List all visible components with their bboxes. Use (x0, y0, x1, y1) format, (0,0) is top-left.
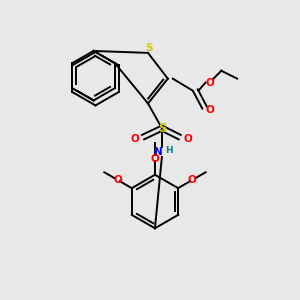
Text: O: O (183, 134, 192, 144)
Text: O: O (131, 134, 140, 144)
Text: O: O (188, 175, 196, 185)
Text: S: S (145, 43, 153, 53)
Text: O: O (205, 105, 214, 116)
Text: S: S (158, 122, 166, 135)
Text: N: N (154, 147, 162, 157)
Text: H: H (165, 146, 172, 155)
Text: O: O (114, 175, 122, 185)
Text: O: O (151, 154, 159, 164)
Text: O: O (205, 78, 214, 88)
